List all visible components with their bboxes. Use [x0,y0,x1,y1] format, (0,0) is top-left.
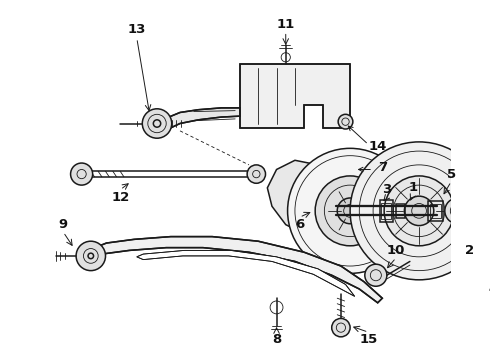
Bar [396,203,405,218]
Circle shape [297,185,330,218]
Circle shape [337,198,363,224]
Circle shape [288,148,413,273]
Circle shape [365,264,387,286]
Circle shape [71,163,93,185]
Text: 3: 3 [382,183,392,196]
Circle shape [247,165,266,183]
Bar [428,201,443,221]
Text: 7: 7 [378,161,387,174]
Text: 12: 12 [111,190,129,203]
Circle shape [404,196,434,226]
Polygon shape [79,237,382,303]
Text: 9: 9 [59,218,68,231]
Polygon shape [240,64,350,128]
Polygon shape [268,160,336,234]
Circle shape [346,161,363,178]
Text: 8: 8 [272,333,281,346]
Bar [430,203,441,218]
Bar [380,200,393,222]
Circle shape [142,109,172,138]
Polygon shape [332,160,368,183]
Circle shape [315,176,385,246]
Text: 10: 10 [387,244,405,257]
Bar [381,203,392,219]
Circle shape [350,142,488,280]
Circle shape [338,114,353,129]
Text: 2: 2 [465,244,474,257]
Circle shape [332,319,350,337]
Circle shape [445,198,470,224]
Text: 5: 5 [447,167,456,181]
Text: 4: 4 [488,283,490,296]
Text: 14: 14 [368,140,387,153]
Circle shape [384,176,454,246]
Polygon shape [137,251,355,296]
Polygon shape [164,108,240,131]
Text: 15: 15 [359,333,378,346]
Text: 13: 13 [127,23,146,36]
Circle shape [76,241,105,271]
Text: 1: 1 [408,181,417,194]
Text: 6: 6 [295,218,304,231]
Text: 11: 11 [277,18,295,31]
